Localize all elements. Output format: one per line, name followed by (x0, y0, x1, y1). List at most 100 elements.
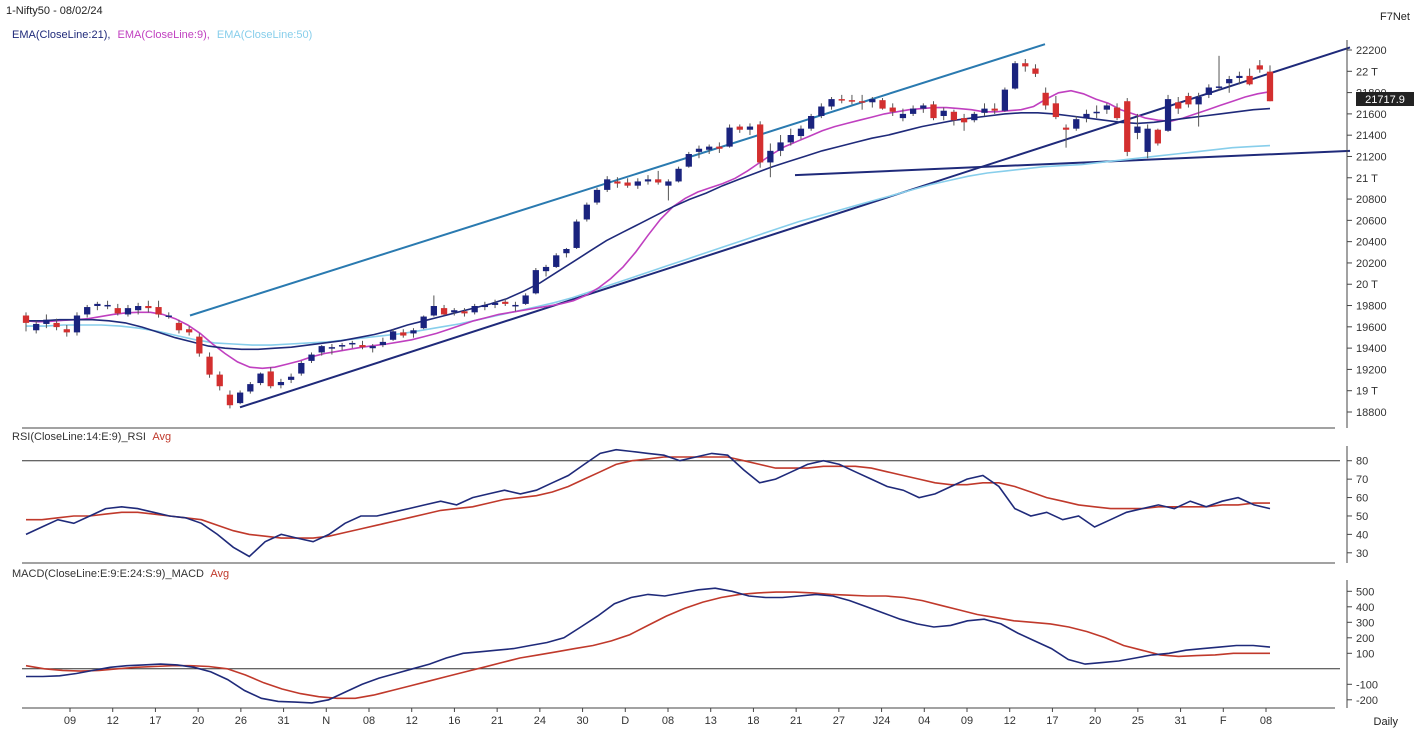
price-tick-label: 20800 (1356, 194, 1387, 206)
candle-body (848, 100, 856, 102)
rsi-axis: 80 70 60 50 40 30 (1346, 446, 1368, 563)
candle-body (879, 100, 886, 109)
candle-body (461, 311, 468, 314)
macd-tick-label: 500 (1356, 586, 1374, 598)
macd-tick-label: 200 (1356, 633, 1374, 645)
x-tick-label: 18 (747, 715, 759, 727)
rsi-tick-label: 70 (1356, 474, 1368, 486)
candle-body (665, 181, 672, 186)
candle-body (950, 111, 958, 121)
candle-body (746, 126, 754, 130)
candle-body (1256, 65, 1263, 70)
candle-body (1093, 111, 1100, 114)
macd-tick-label: -100 (1356, 679, 1378, 691)
candle-body (818, 106, 825, 116)
candle-body (471, 306, 478, 313)
candle-body (165, 315, 172, 317)
macd-panel (22, 587, 1340, 704)
candle-body (1073, 119, 1080, 129)
candle-body (787, 135, 794, 143)
last-price-tag (1356, 92, 1414, 106)
candle-body (644, 179, 652, 182)
candle-body (440, 308, 448, 315)
candle-body (757, 124, 764, 163)
price-panel (22, 43, 1351, 409)
macd-tick-label: 300 (1356, 617, 1374, 629)
rsi-avg-line (26, 456, 1270, 539)
candle-body (920, 105, 927, 109)
candle-body (991, 108, 998, 111)
candle-body (43, 319, 50, 324)
candle-body (186, 329, 193, 333)
rsi-legend: RSI(CloseLine:14:E:9)_RSI Avg (12, 431, 171, 443)
candle-body (1164, 99, 1172, 131)
candle-body (298, 363, 305, 374)
x-tick-label: 20 (192, 715, 204, 727)
candle-body (1022, 63, 1029, 67)
candle-body (22, 315, 30, 323)
candle-body (736, 126, 743, 130)
macd-label: MACD(CloseLine:E:9:E:24:S:9)_MACD (12, 568, 204, 580)
candle-body (267, 371, 274, 387)
x-tick-label: 17 (149, 715, 161, 727)
candle-body (338, 345, 346, 347)
candle-body (389, 331, 397, 340)
rsi-tick-label: 80 (1356, 456, 1368, 468)
candle-body (1246, 75, 1253, 85)
candle-body (1175, 102, 1182, 109)
macd-tick-label: -200 (1356, 695, 1378, 707)
macd-axis: 500 400 300 200 100 -100 -200 (1346, 580, 1378, 708)
candle-body (532, 270, 539, 294)
x-tick-label: 16 (448, 715, 460, 727)
price-tick-label: 22200 (1356, 45, 1387, 57)
candle-body (349, 342, 356, 345)
x-tick-label: 04 (918, 715, 930, 727)
price-tick-label: 18800 (1356, 407, 1387, 419)
candle-body (216, 374, 223, 387)
candle-body (33, 323, 40, 331)
price-tick-label: 21 T (1356, 173, 1378, 185)
candle-body (706, 146, 713, 150)
candle-body (145, 306, 152, 309)
candle-body (318, 346, 325, 353)
x-tick-label: N (322, 715, 330, 727)
price-tick-label: 20600 (1356, 215, 1387, 227)
candle-body (838, 99, 845, 101)
candle-body (1266, 71, 1274, 102)
ema9-line (25, 89, 1271, 370)
x-tick-label: 09 (64, 715, 76, 727)
candle-body (379, 341, 387, 346)
candle-body (63, 329, 70, 333)
candle-body (624, 182, 631, 186)
x-tick-label: 25 (1132, 715, 1144, 727)
candle-body (634, 181, 641, 186)
candle-body (553, 255, 560, 267)
candle-body (960, 118, 968, 123)
last-price-value: 21717.9 (1365, 94, 1405, 106)
candle-body (797, 128, 805, 137)
x-tick-label: 20 (1089, 715, 1101, 727)
price-tick-label: 19800 (1356, 301, 1387, 313)
candle-body (94, 303, 101, 306)
candle-body (614, 181, 621, 184)
macd-legend: MACD(CloseLine:E:9:E:24:S:9)_MACD Avg (12, 568, 229, 580)
x-tick-label: 08 (363, 715, 375, 727)
trend-line-flat (794, 149, 1351, 177)
x-tick-label: D (621, 715, 629, 727)
candle-body (981, 108, 988, 113)
candle-body (1144, 128, 1151, 152)
candle-body (410, 330, 417, 334)
candle-body (359, 345, 366, 348)
candle-body (1001, 89, 1009, 111)
rsi-avg-label: Avg (152, 431, 171, 443)
candle-body (695, 148, 703, 152)
candle-body (767, 150, 774, 163)
x-tick-label: 30 (576, 715, 588, 727)
candle-body (481, 304, 488, 308)
candle-body (175, 322, 183, 331)
macd-tick-label: 100 (1356, 648, 1374, 660)
rsi-tick-label: 30 (1356, 548, 1368, 560)
candle-body (1032, 68, 1039, 74)
main-legend: EMA(CloseLine:21), EMA(CloseLine:9), EMA… (12, 29, 312, 41)
candle-body (542, 266, 550, 272)
